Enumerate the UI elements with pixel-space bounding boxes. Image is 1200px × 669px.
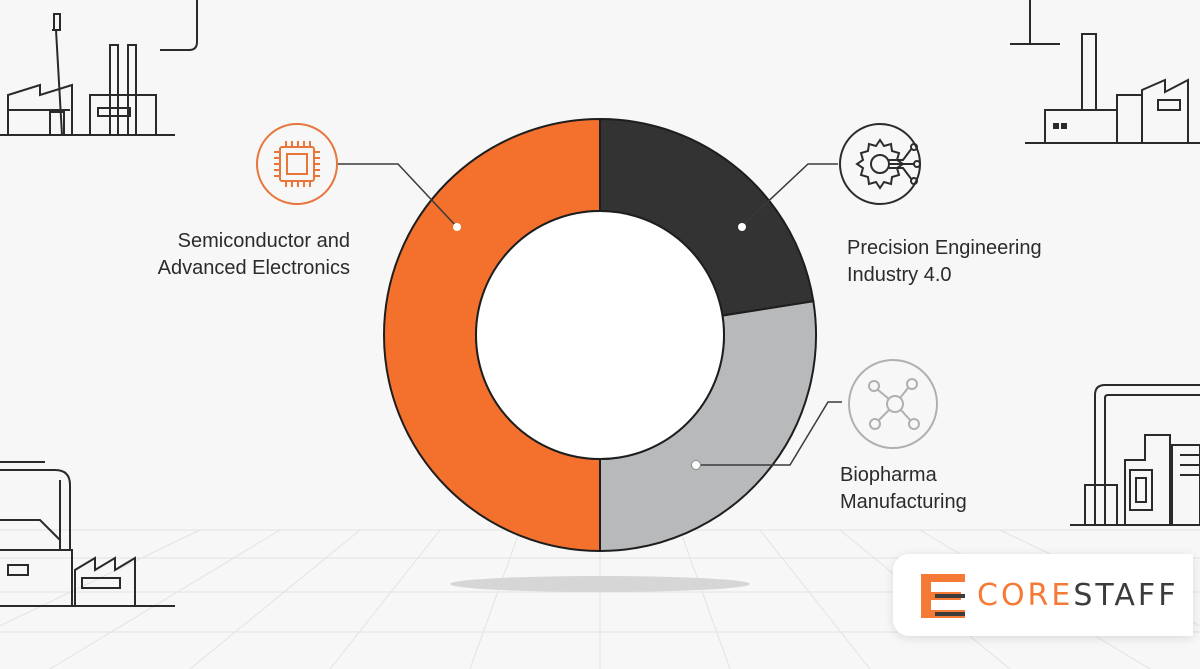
label-line: Biopharma bbox=[840, 464, 937, 486]
corestaff-logo-mark bbox=[921, 574, 965, 618]
label-line: Advanced Electronics bbox=[157, 257, 350, 279]
slice-marker-semiconductor bbox=[453, 223, 461, 231]
factory-illustration-top-left bbox=[0, 0, 198, 136]
gear-network-icon bbox=[839, 123, 921, 205]
floor-grid bbox=[0, 529, 1200, 669]
label-semiconductor-advanced-electronics: Semiconductor and Advanced Electronics bbox=[128, 228, 350, 282]
leader-lines bbox=[336, 163, 842, 466]
donut-hole bbox=[475, 210, 725, 460]
factory-illustration-top-right bbox=[1010, 0, 1200, 144]
chip-icon bbox=[256, 123, 338, 205]
wordmark-core: CORE bbox=[977, 578, 1074, 613]
slice-marker-biopharma bbox=[691, 460, 701, 470]
donut-shadow bbox=[450, 576, 750, 592]
factory-illustration-bottom-right bbox=[1070, 384, 1200, 526]
label-biopharma-manufacturing: Biopharma Manufacturing bbox=[840, 462, 967, 516]
slice-marker-precision bbox=[738, 223, 746, 231]
corestaff-logo-card: CORESTAFF bbox=[893, 554, 1193, 636]
corestaff-wordmark: CORESTAFF bbox=[977, 578, 1178, 614]
label-line: Manufacturing bbox=[840, 491, 967, 513]
label-line: Semiconductor and bbox=[177, 230, 350, 252]
label-line: Precision Engineering bbox=[847, 237, 1042, 259]
molecule-icon bbox=[848, 359, 938, 449]
factory-illustration-bottom-left bbox=[0, 461, 175, 607]
label-precision-engineering: Precision Engineering Industry 4.0 bbox=[847, 235, 1042, 289]
wordmark-staff: STAFF bbox=[1073, 578, 1179, 613]
label-line: Industry 4.0 bbox=[847, 264, 952, 286]
